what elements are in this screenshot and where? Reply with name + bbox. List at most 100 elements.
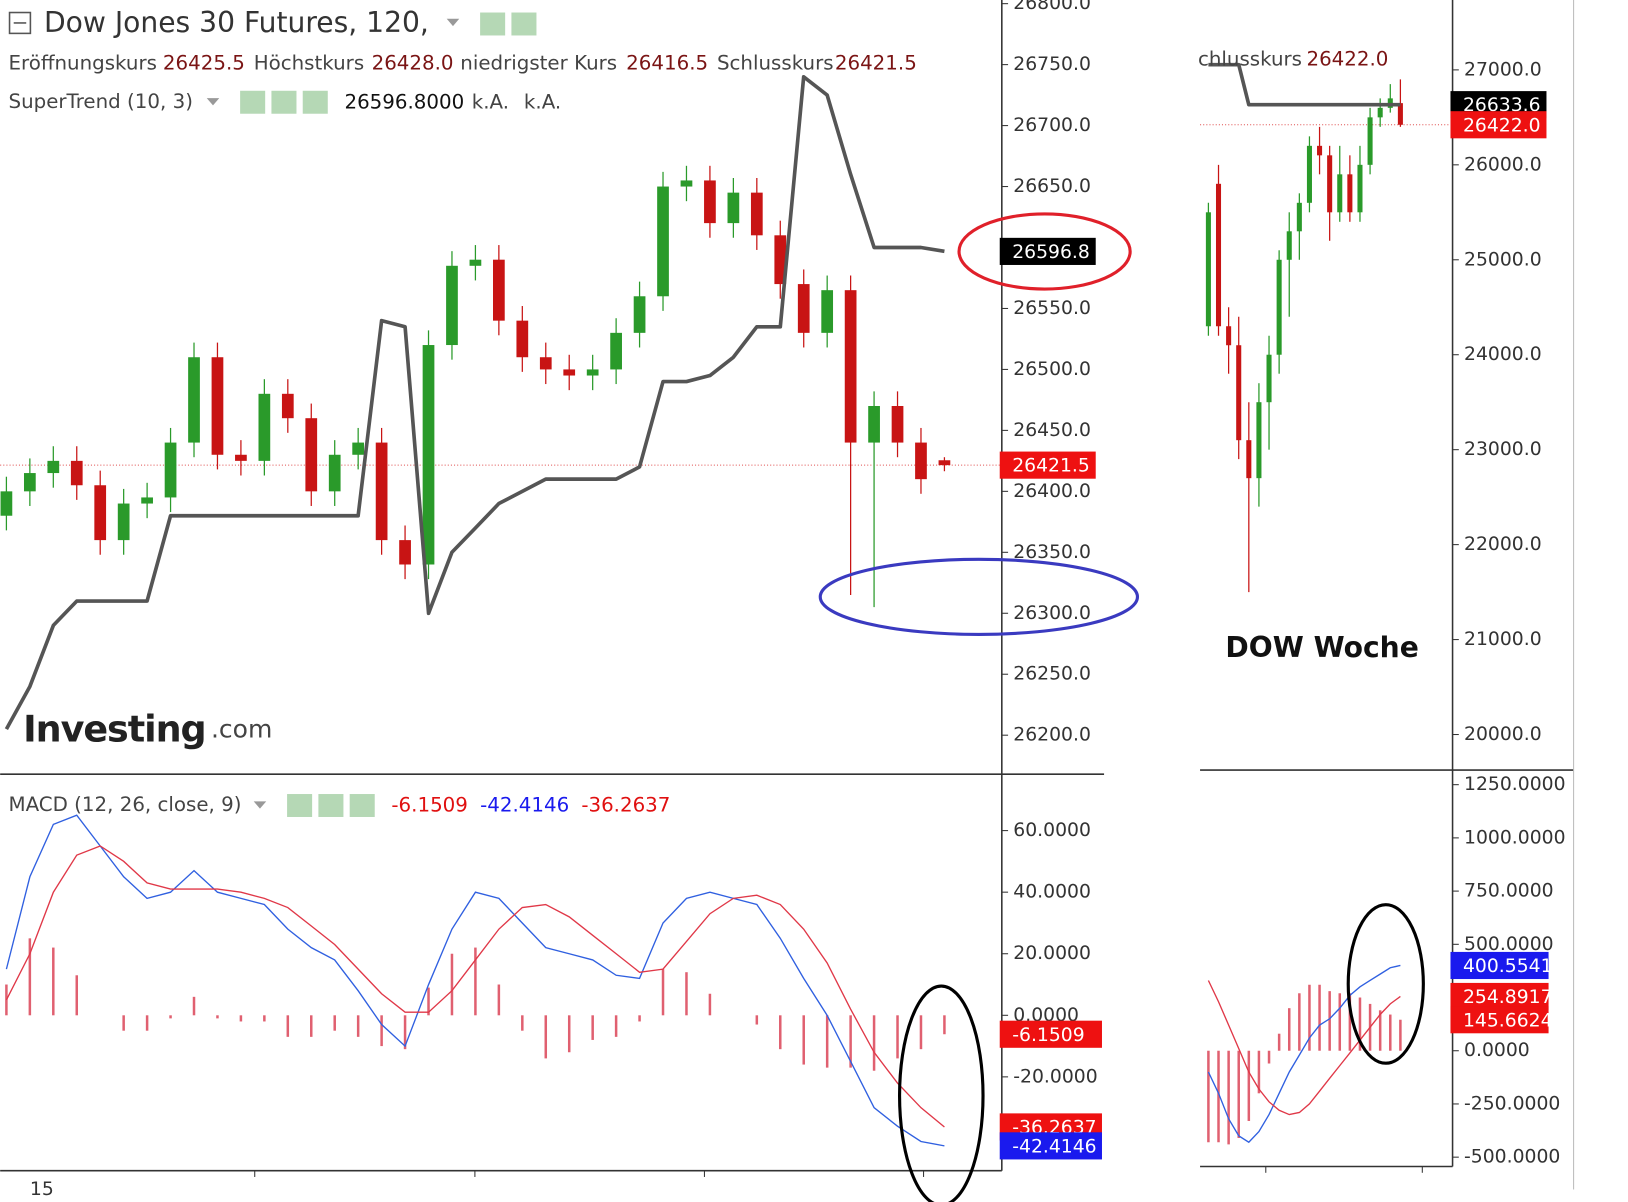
histogram-bar [216, 1015, 219, 1019]
y-tick-label: 1250.0000 [1464, 774, 1565, 795]
histogram-bar [497, 984, 501, 1016]
candle-body [704, 180, 716, 224]
y-tick-label: 26700.0 [1013, 115, 1091, 136]
candle-body [1306, 145, 1312, 203]
ohlc-value: 26428.0 [372, 51, 454, 74]
histogram-bar [169, 1015, 172, 1019]
macd-line [5, 814, 945, 1147]
histogram-bar [474, 947, 477, 1016]
remove-icon[interactable] [302, 90, 328, 114]
histogram-bar [1287, 1008, 1291, 1051]
y-tick-label: 750.0000 [1464, 881, 1554, 902]
candle-body [446, 265, 458, 346]
candle-body [1327, 155, 1333, 213]
histogram-bar [1338, 993, 1342, 1051]
dropdown-icon[interactable] [446, 18, 460, 27]
supertrend-line [4, 74, 945, 731]
candle-body [610, 332, 622, 370]
candle-body [1246, 440, 1252, 479]
price-tag [1450, 111, 1547, 139]
y-tick-label: 24000.0 [1464, 344, 1542, 365]
histogram-bar [427, 987, 430, 1016]
macd-legend-value: -42.4146 [480, 793, 569, 816]
histogram-bar [825, 1015, 829, 1068]
candle-body [633, 296, 646, 333]
settings-icon[interactable] [511, 12, 537, 36]
histogram-bar [896, 1015, 899, 1059]
candle-body [1286, 231, 1292, 260]
candle-body [352, 442, 365, 455]
price-tag-label: 400.5541 [1463, 956, 1553, 977]
histogram-bar [1247, 1050, 1251, 1121]
y-tick-label: 26500.0 [1013, 359, 1091, 380]
y-tick-label: 500.0000 [1464, 934, 1554, 955]
candle-body [680, 180, 693, 187]
visibility-icon[interactable] [480, 12, 506, 36]
y-tick-label: 26200.0 [1013, 725, 1091, 746]
histogram-bar [380, 1015, 383, 1047]
price-tag-label: 254.8917 [1463, 987, 1553, 1008]
histogram-bar [1399, 1019, 1402, 1051]
histogram-bar [1277, 1033, 1281, 1051]
histogram-bar [779, 1015, 782, 1050]
candle-body [23, 473, 36, 492]
dropdown-icon[interactable] [206, 98, 220, 106]
y-tick-label: 26250.0 [1013, 664, 1091, 685]
price-tag-label: -6.1509 [1012, 1025, 1084, 1046]
histogram-bar [145, 1015, 149, 1031]
x-tick-label: 15 [30, 1179, 54, 1200]
macd-legend-values: -6.1509 -42.4146 -36.2637 [391, 793, 670, 816]
candle-body [1256, 402, 1262, 479]
visibility-icon[interactable] [240, 90, 266, 114]
histogram-bar [28, 938, 32, 1016]
histogram-bar [591, 1015, 594, 1040]
dropdown-icon[interactable] [253, 801, 267, 809]
candle-body [188, 357, 200, 443]
y-tick-label: 60.0000 [1013, 820, 1091, 841]
histogram-bar [356, 1015, 360, 1037]
macd-line [1207, 980, 1401, 1116]
macd-line [1207, 964, 1401, 1144]
ohlc-row: Eröffnungskurs 26425.5 Höchstkurs 26428.… [8, 51, 916, 74]
histogram-bar [1298, 993, 1301, 1051]
histogram-bar [52, 947, 55, 1016]
candle-body [586, 369, 599, 376]
settings-icon[interactable] [318, 794, 344, 817]
collapse-icon[interactable] [8, 11, 32, 35]
ohlc-label: chlusskurs [1198, 47, 1302, 70]
candle-body [516, 320, 529, 358]
ohlc-value: 26416.5 [626, 51, 708, 74]
candle-body [915, 442, 927, 480]
histogram-bar [685, 972, 688, 1016]
histogram-bar [638, 1015, 641, 1022]
candle-body [469, 259, 482, 266]
histogram-bar [1389, 1014, 1392, 1051]
settings-icon[interactable] [271, 90, 297, 114]
histogram-bar [849, 1015, 852, 1068]
visibility-icon[interactable] [287, 794, 313, 817]
candle-body [657, 186, 669, 297]
histogram-bar [1207, 1050, 1210, 1143]
ohlc-value: 26425.5 [163, 51, 245, 74]
remove-icon[interactable] [349, 794, 375, 817]
price-tag-label: 145.6624 [1463, 1010, 1553, 1031]
supertrend-line [1208, 62, 1401, 107]
histogram-bar [521, 1015, 524, 1031]
candle-body [821, 290, 834, 333]
price-tag-label: -42.4146 [1012, 1136, 1096, 1157]
histogram-bar [75, 975, 79, 1016]
y-tick-label: -250.0000 [1464, 1093, 1560, 1114]
price-tag-label: 26596.8 [1012, 242, 1090, 263]
annotation-ellipse [818, 557, 1140, 636]
candle-body [938, 460, 951, 466]
y-tick-label: 26550.0 [1013, 298, 1091, 319]
y-tick-label: 26650.0 [1013, 176, 1091, 197]
histogram-bar [403, 1015, 407, 1050]
indicator-value: k.A. [472, 90, 509, 113]
y-tick-label: 0.0000 [1464, 1040, 1530, 1061]
histogram-bar [1358, 997, 1362, 1051]
indicator-value: 26596.8000 [344, 90, 464, 113]
price-tag [999, 1132, 1102, 1160]
